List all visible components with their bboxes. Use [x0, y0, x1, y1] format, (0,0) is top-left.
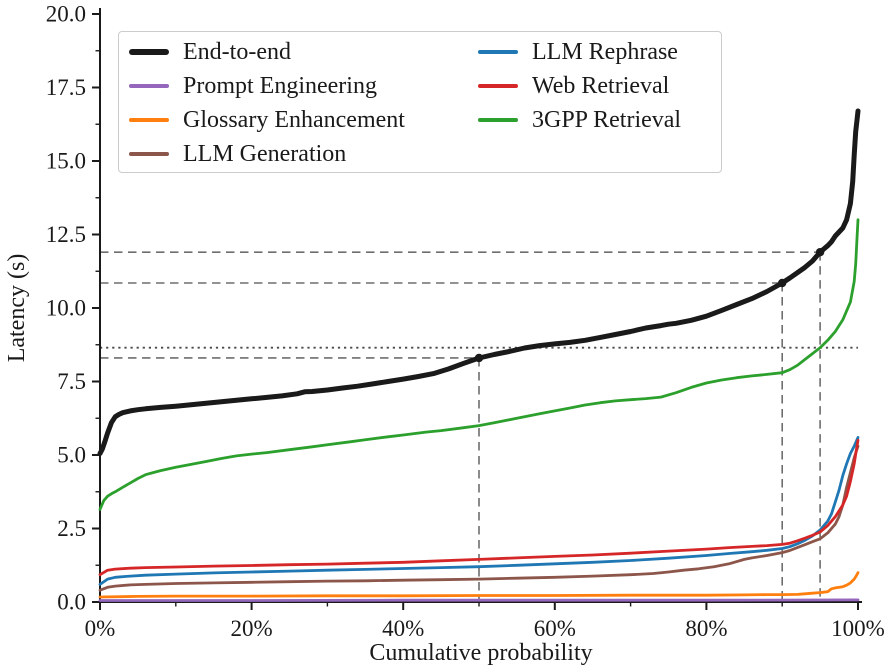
- y-tick-label: 0.0: [57, 590, 86, 615]
- legend-item-label: End-to-end: [183, 39, 291, 65]
- legend-column-1: End-to-end Prompt Engineering Glossary Enh…: [129, 35, 405, 171]
- percentile-dots-layer: [474, 247, 825, 363]
- legend-item-prompt-engineering: Prompt Engineering: [129, 69, 405, 103]
- legend-line-swatch-icon: [129, 49, 169, 55]
- axes-layer: 0.0 2.5 5.0 7.5 10.0 12.5 15.0 17.5 20.0 0% 20% 40%…: [46, 2, 885, 642]
- legend-item-label: LLM Rephrase: [532, 39, 678, 65]
- y-tick-label: 17.5: [46, 75, 86, 100]
- y-tick-label: 20.0: [46, 2, 86, 27]
- legend-line-swatch-icon: [129, 118, 169, 122]
- legend-item-label: 3GPP Retrieval: [532, 107, 682, 133]
- y-tick-label: 2.5: [57, 516, 86, 541]
- legend-line-swatch-icon: [478, 118, 518, 122]
- series-line-end-to-end: [97, 108, 861, 456]
- y-tick-label: 10.0: [46, 296, 86, 321]
- x-tick-label: 100%: [831, 616, 885, 641]
- series-line-3gpp-retrieval: [98, 218, 860, 511]
- legend-column-2: LLM Rephrase Web Retrieval 3GPP Retrieval: [478, 35, 681, 137]
- x-tick-label: 40%: [382, 616, 424, 641]
- legend-line-swatch-icon: [129, 84, 169, 88]
- percentile-dot: [778, 278, 787, 288]
- y-tick-label: 5.0: [57, 443, 86, 468]
- series-line-llm-generation: [98, 444, 860, 592]
- y-axis-title: Latency (s): [4, 254, 30, 363]
- x-tick-label: 0%: [85, 616, 116, 641]
- legend-line-swatch-icon: [129, 152, 169, 156]
- y-tick-label: 7.5: [57, 369, 86, 394]
- y-tick-label: 12.5: [46, 222, 86, 247]
- legend-line-swatch-icon: [478, 84, 518, 88]
- legend-line-swatch-icon: [478, 50, 518, 54]
- legend-item-label: LLM Generation: [183, 141, 347, 167]
- legend-item-llm-generation: LLM Generation: [129, 137, 405, 171]
- series-line-llm-rephrase: [98, 436, 860, 586]
- legend-item-web-retrieval: Web Retrieval: [478, 69, 681, 103]
- legend: End-to-end Prompt Engineering Glossary Enh…: [118, 31, 722, 173]
- x-tick-label: 20%: [231, 616, 273, 641]
- legend-item-label: Prompt Engineering: [183, 73, 377, 99]
- legend-item-label: Glossary Enhancement: [183, 107, 405, 133]
- x-tick-label: 60%: [534, 616, 576, 641]
- x-axis-title: Cumulative probability: [369, 640, 592, 666]
- reference-lines-layer: [100, 251, 858, 602]
- percentile-dot: [474, 353, 484, 363]
- series-line-prompt-engineering: [98, 598, 860, 602]
- legend-item-end-to-end: End-to-end: [129, 35, 405, 69]
- series-line-web-retrieval: [98, 438, 860, 577]
- series-lines-layer: [97, 108, 861, 602]
- percentile-dot: [815, 247, 825, 257]
- y-tick-label: 15.0: [46, 149, 86, 174]
- legend-item-llm-rephrase: LLM Rephrase: [478, 35, 681, 69]
- legend-item-label: Web Retrieval: [532, 73, 670, 99]
- legend-item-3gpp-retrieval: 3GPP Retrieval: [478, 103, 681, 137]
- series-line-glossary-enhancement: [98, 571, 860, 599]
- x-tick-label: 80%: [685, 616, 727, 641]
- legend-item-glossary-enhancement: Glossary Enhancement: [129, 103, 405, 137]
